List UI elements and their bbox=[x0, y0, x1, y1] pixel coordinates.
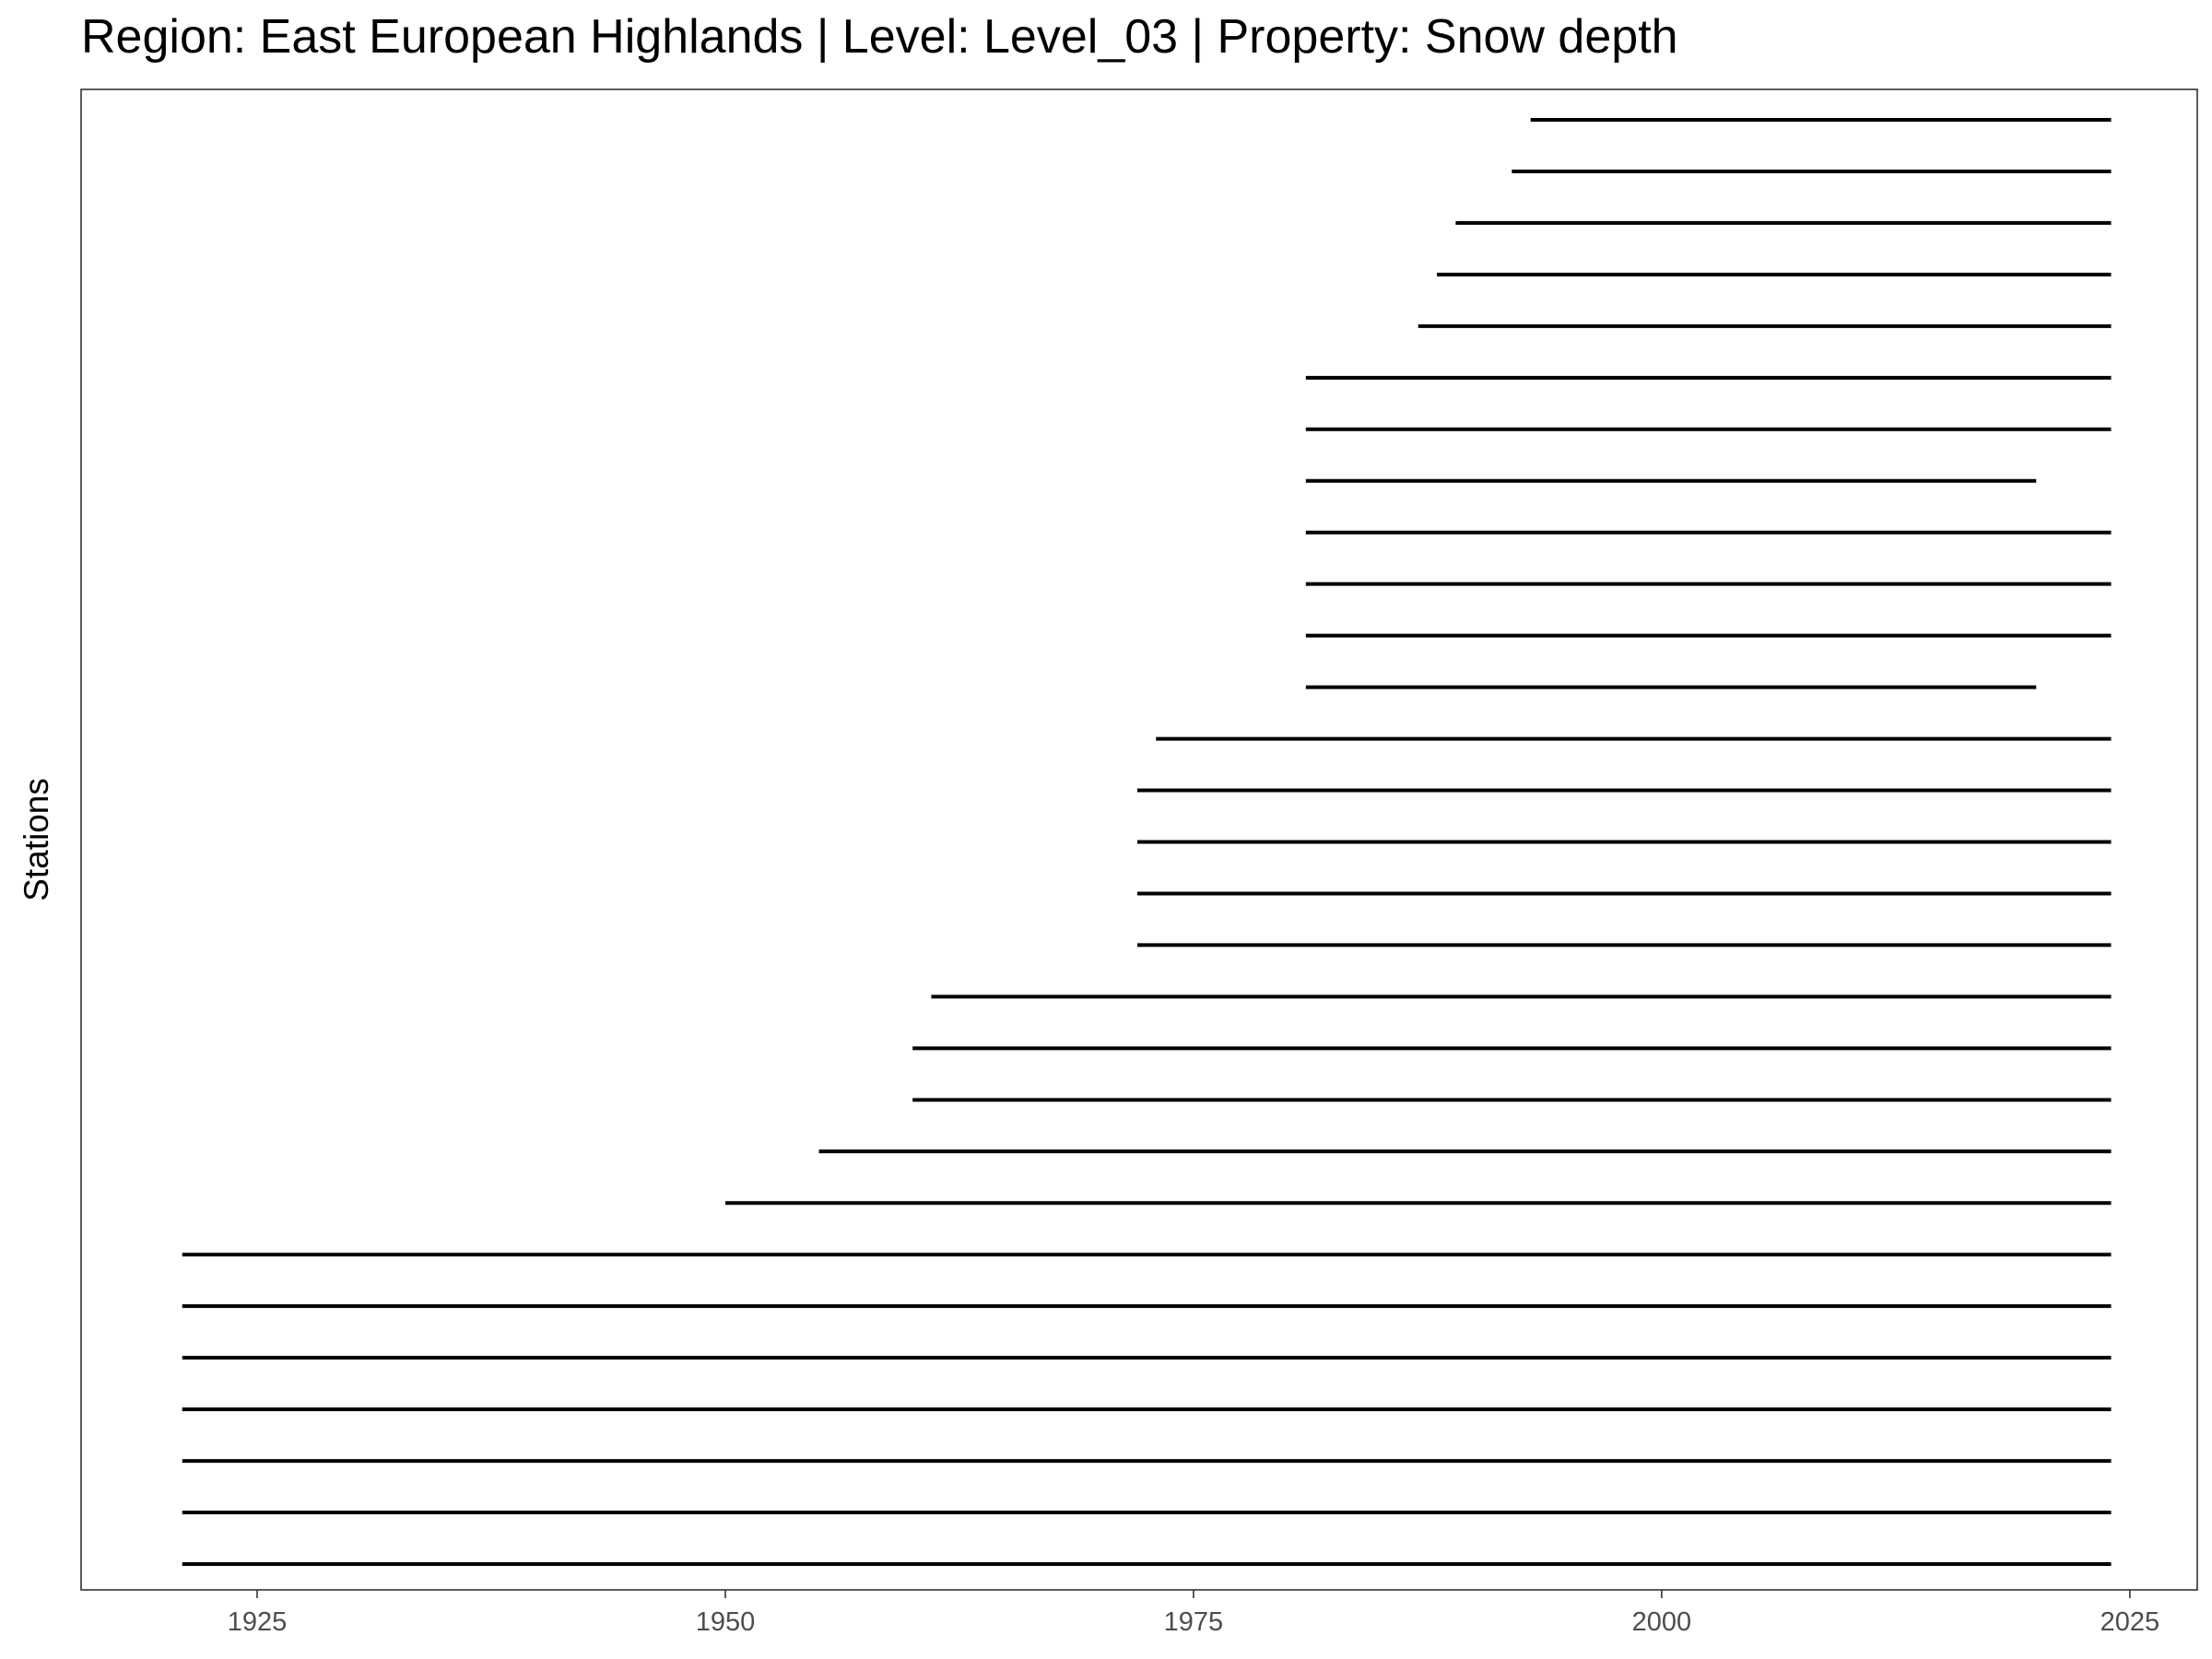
segments-layer bbox=[182, 118, 2112, 1566]
x-tick-label-2025: 2025 bbox=[2100, 1607, 2160, 1637]
y-axis-label: Stations bbox=[18, 778, 55, 901]
x-tick-label-1925: 1925 bbox=[228, 1607, 288, 1637]
plot-frame bbox=[80, 88, 2198, 1591]
x-tick-label-1975: 1975 bbox=[1164, 1607, 1224, 1637]
chart-title: Region: East European Highlands | Level:… bbox=[81, 10, 1678, 64]
x-axis: 1925 1950 1975 2000 2025 bbox=[228, 1590, 2159, 1637]
x-tick-label-2000: 2000 bbox=[1632, 1607, 1692, 1637]
x-tick-label-1950: 1950 bbox=[696, 1607, 756, 1637]
